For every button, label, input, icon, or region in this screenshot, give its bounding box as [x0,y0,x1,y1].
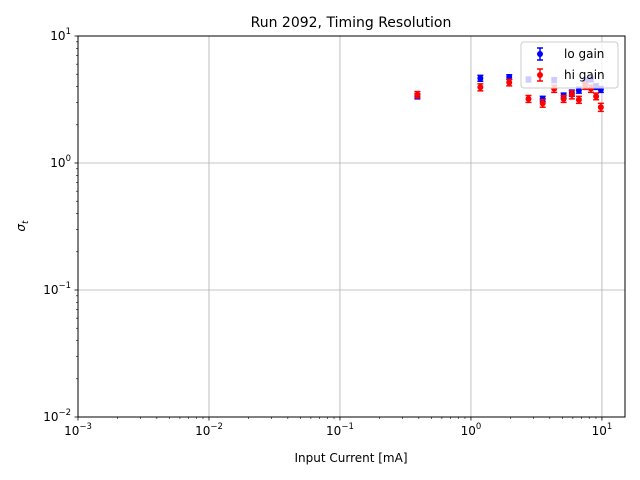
x-tick-label: 101 [592,422,613,438]
x-axis-ticks: 10−3 10−2 10−1 100 101 [64,417,612,438]
x-tick-exponent: 1 [607,422,612,432]
data-point [539,100,546,107]
y-axis-label-base: σ [14,224,28,232]
data-point [593,93,600,100]
data-point [477,75,484,82]
data-point [525,95,532,102]
x-axis-label: Input Current [mA] [294,451,407,465]
chart-title: Run 2092, Timing Resolution [251,15,452,31]
y-tick-label: 10−2 [43,408,71,424]
y-tick-label: 100 [50,154,71,170]
x-tick-label: 10−1 [326,422,354,438]
x-tick-base: 10 [195,424,210,438]
data-point [414,91,421,98]
data-point [575,87,582,94]
y-axis-label-subscript: t [21,220,31,224]
x-tick-label: 10−3 [64,422,92,438]
legend-item: lo gain [537,47,604,61]
data-point [575,96,582,103]
y-tick-exponent: 0 [66,154,71,164]
y-tick-base: 10 [43,410,58,424]
y-tick-exponent: −2 [58,408,71,418]
y-tick-base: 10 [43,283,58,297]
plot-frame [77,35,626,418]
x-tick-label: 10−2 [195,422,223,438]
data-point [597,104,604,111]
x-tick-exponent: −3 [79,422,92,432]
legend-box [520,41,619,89]
legend-marker [537,51,543,57]
series-hi-gain [414,78,604,113]
legend: lo gain hi gain [520,41,619,89]
data-point [477,84,484,91]
data-point [560,95,567,102]
x-tick-base: 10 [461,424,476,438]
data-point [506,79,513,86]
data-point [506,74,513,81]
y-tick-exponent: 1 [66,27,71,37]
y-tick-label: 10−1 [43,281,71,297]
legend-label: lo gain [564,47,604,61]
x-tick-base: 10 [592,424,607,438]
x-tick-exponent: −1 [341,422,354,432]
y-tick-base: 10 [50,29,65,43]
x-tick-label: 100 [461,422,482,438]
legend-item: hi gain [537,68,605,82]
y-tick-label: 101 [50,27,71,43]
legend-marker [537,72,543,78]
y-axis-label: σt [14,220,31,232]
data-point [568,91,575,98]
x-tick-base: 10 [64,424,79,438]
y-tick-exponent: −1 [58,281,71,291]
x-tick-exponent: 0 [476,422,481,432]
legend-label: hi gain [564,68,605,82]
x-tick-base: 10 [326,424,341,438]
y-tick-base: 10 [50,156,65,170]
x-tick-exponent: −2 [210,422,223,432]
